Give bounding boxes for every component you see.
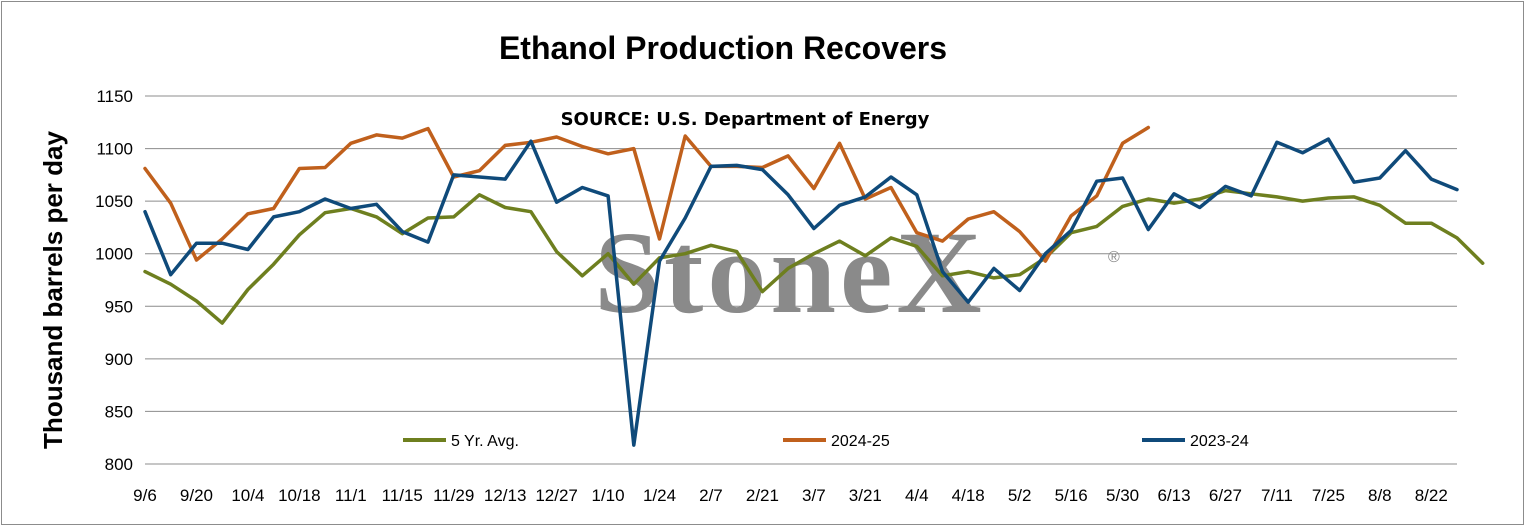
series-line-2: [143, 125, 1151, 263]
y-axis-ticks: 800 850 900 950 1000 1050 1100 1150: [95, 87, 133, 474]
y-tick-label: 1150: [96, 87, 133, 106]
y-axis-label: Thousand barrels per day: [38, 131, 68, 449]
series-line-1: [143, 188, 1485, 325]
x-tick-label: 6/13: [1157, 486, 1190, 505]
x-tick-label: 11/15: [382, 486, 423, 505]
x-tick-label: 3/21: [849, 486, 882, 505]
x-tick-label: 9/20: [180, 486, 213, 505]
x-tick-label: 12/27: [535, 486, 578, 505]
legend-label: 2023-24: [1190, 433, 1249, 450]
y-tick-label: 800: [105, 455, 133, 474]
x-tick-label: 10/18: [278, 486, 321, 505]
x-tick-label: 1/10: [592, 486, 625, 505]
x-tick-label: 9/6: [133, 486, 157, 505]
x-tick-label: 6/27: [1209, 486, 1242, 505]
y-tick-label: 1100: [96, 140, 133, 159]
legend: 5 Yr. Avg. 2024-25 2023-24: [403, 433, 1249, 450]
x-tick-label: 2/21: [746, 486, 779, 505]
y-tick-label: 850: [105, 402, 133, 421]
x-tick-label: 11/29: [433, 486, 474, 505]
x-tick-label: 4/4: [905, 486, 929, 505]
x-tick-label: 5/30: [1106, 486, 1139, 505]
legend-label: 5 Yr. Avg.: [451, 433, 519, 450]
x-tick-label: 7/25: [1312, 486, 1345, 505]
x-axis-ticks: 9/6 9/20 10/4 10/18 11/1 11/15 11/29 12/13 12/27…: [133, 486, 1448, 505]
y-tick-label: 950: [105, 297, 133, 316]
x-tick-label: 5/16: [1055, 486, 1088, 505]
series-lines: [143, 125, 1485, 447]
y-tick-label: 1000: [95, 245, 133, 264]
y-tick-label: 1050: [95, 192, 133, 211]
chart-title: Ethanol Production Recovers: [498, 30, 948, 66]
x-tick-label: 8/22: [1415, 486, 1448, 505]
series-line-3: [143, 137, 1459, 447]
y-tick-label: 900: [105, 350, 133, 369]
x-tick-label: 7/11: [1261, 486, 1293, 505]
x-tick-label: 3/7: [802, 486, 826, 505]
x-tick-label: 8/8: [1368, 486, 1392, 505]
x-tick-label: 5/2: [1008, 486, 1032, 505]
x-tick-label: 1/24: [643, 486, 676, 505]
x-tick-label: 12/13: [484, 486, 527, 505]
gridlines: [145, 95, 1457, 465]
source-annotation: SOURCE: U.S. Department of Energy: [561, 109, 930, 130]
x-tick-label: 11/1: [335, 486, 367, 505]
x-tick-label: 10/4: [231, 486, 264, 505]
watermark-registered-mark: ®: [1108, 249, 1120, 266]
x-tick-label: 4/18: [952, 486, 985, 505]
watermark: StoneX ®: [594, 207, 1120, 338]
x-tick-label: 2/7: [699, 486, 723, 505]
legend-label: 2024-25: [831, 433, 890, 450]
